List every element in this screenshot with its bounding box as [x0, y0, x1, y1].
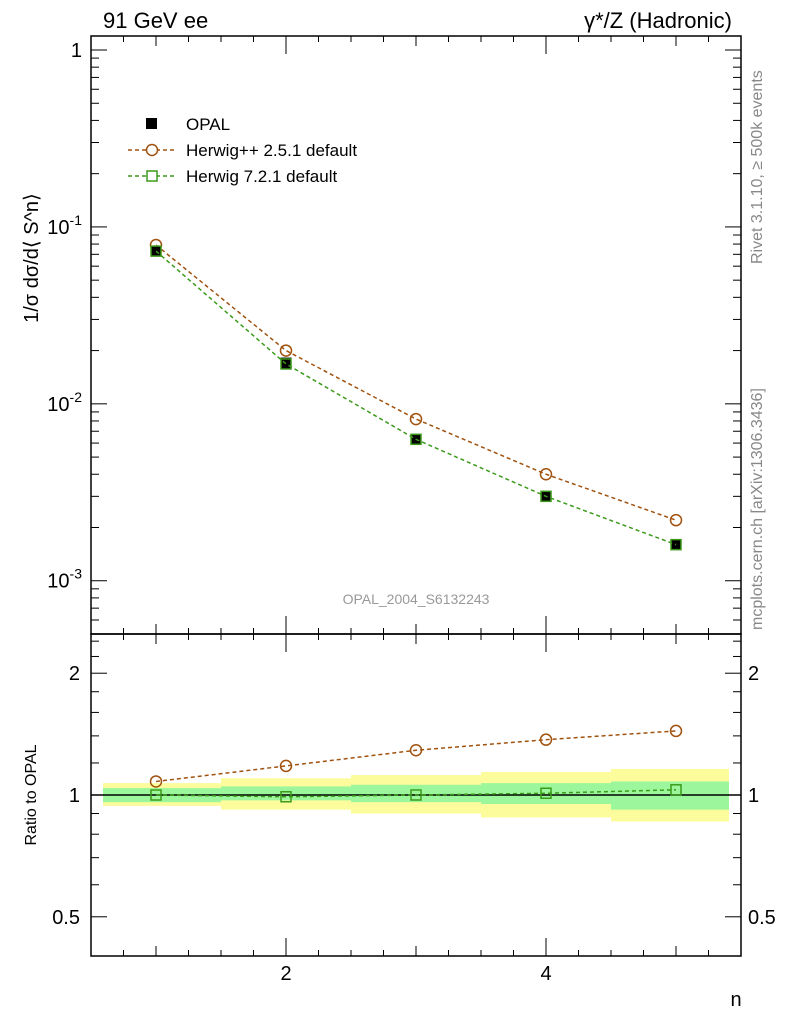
x-tick-label: 2	[280, 963, 291, 985]
ratio-band-inner	[221, 786, 351, 801]
process-label: (Hadronic)	[623, 8, 732, 33]
ratio-line-herwigpp	[155, 730, 677, 783]
main-point-herwigpp	[409, 412, 423, 426]
main-point-herwig7	[540, 490, 552, 503]
main-line-herwig7	[155, 250, 677, 546]
main-ytick-label: 1	[71, 40, 82, 62]
x-axis-label: n	[730, 989, 741, 1011]
ratio-point-herwig7	[410, 789, 422, 801]
mcplots-reference-label: mcplots.cern.ch [arXiv:1306.3436]	[749, 388, 766, 630]
ratio-point-herwigpp	[279, 759, 293, 773]
legend-label-herwigpp: Herwig++ 2.5.1 default	[186, 141, 357, 160]
legend-marker-opal	[146, 118, 157, 129]
main-panel: 1 10-1 10-2 10-3 1/σ dσ/d⟨ S^n⟩ OPAL_2004_S…	[21, 35, 742, 635]
ratio-point-herwig7	[280, 791, 292, 803]
chart-title-left: 91 GeV ee	[103, 8, 208, 33]
main-point-herwig7	[670, 538, 682, 551]
ratio-line-herwig7	[155, 789, 677, 798]
main-x-ticks	[90, 36, 742, 634]
ratio-ytick-label-right: 1	[748, 785, 759, 807]
ratio-point-herwigpp	[149, 775, 163, 788]
ratio-band-inner	[481, 783, 611, 805]
x-tick-label: 4	[540, 963, 551, 985]
ratio-point-herwigpp	[409, 744, 423, 757]
main-point-herwigpp	[279, 344, 293, 357]
ratio-ytick-label-left: 2	[69, 663, 80, 685]
ratio-ytick-label-left: 1	[69, 785, 80, 807]
ratio-point-herwig7	[150, 789, 162, 801]
main-point-herwigpp	[539, 467, 553, 481]
main-y-ticks: 1 10-1 10-2 10-3	[47, 40, 741, 635]
ratio-point-herwig7	[540, 787, 552, 800]
main-ytick-label: 10-3	[47, 566, 82, 593]
main-ytick-label: 10-2	[47, 389, 82, 416]
ratio-ytick-label-right: 0.5	[748, 907, 776, 929]
main-line-herwigpp	[155, 244, 677, 521]
main-ytick-label: 10-1	[47, 212, 82, 239]
main-point-herwigpp	[669, 513, 683, 527]
legend-label-opal: OPAL	[186, 115, 230, 134]
main-ylabel: 1/σ dσ/d⟨ S^n⟩	[21, 193, 43, 323]
ratio-series	[149, 724, 683, 803]
main-series	[149, 238, 683, 551]
ratio-point-herwig7	[670, 784, 682, 796]
ratio-y-ticks: 2 2 1 1 0.5 0.5	[52, 640, 776, 957]
legend-label-herwig7: Herwig 7.2.1 default	[186, 167, 337, 186]
ratio-ylabel: Ratio to OPAL	[23, 744, 40, 845]
ratio-ytick-label-left: 0.5	[52, 907, 80, 929]
ratio-band-inner	[351, 784, 481, 803]
legend-marker-herwig7	[146, 170, 158, 182]
ratio-ytick-label-right: 2	[748, 663, 759, 685]
legend-marker-herwigpp	[145, 143, 159, 157]
main-point-herwig7	[280, 358, 292, 370]
main-point-herwig7	[150, 245, 162, 257]
chart-title-right: γ*/Z (Hadronic)	[584, 8, 732, 33]
rivet-version-label: Rivet 3.1.10, ≥ 500k events	[749, 70, 766, 264]
watermark: OPAL_2004_S6132243	[343, 591, 490, 607]
main-point-herwig7	[410, 433, 422, 446]
legend: OPAL Herwig++ 2.5.1 default Herwig 7.2.1…	[128, 115, 357, 186]
ratio-point-herwigpp	[669, 724, 683, 738]
ratio-point-herwigpp	[539, 733, 553, 746]
process-symbol: γ*/Z	[584, 8, 623, 33]
